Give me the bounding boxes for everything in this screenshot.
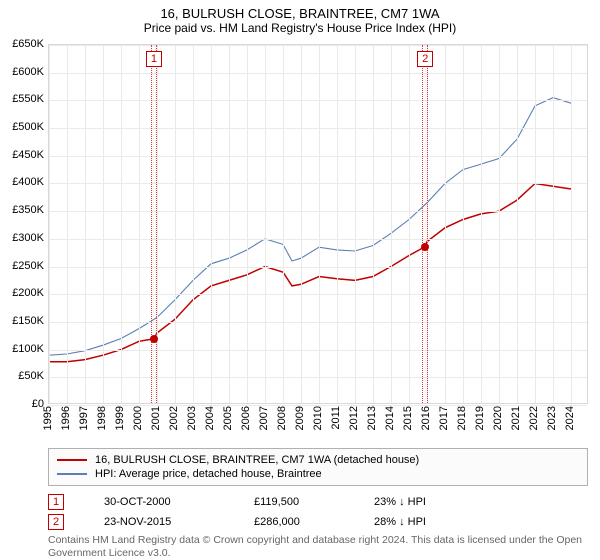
y-tick-label: £500K <box>0 121 44 133</box>
legend-swatch <box>57 473 87 475</box>
sale-marker-icon: 2 <box>48 514 64 530</box>
x-tick-label: 2013 <box>366 406 378 430</box>
legend-item: 16, BULRUSH CLOSE, BRAINTREE, CM7 1WA (d… <box>57 453 579 467</box>
sale-marker-box: 1 <box>146 51 162 67</box>
x-tick-label: 2020 <box>492 406 504 430</box>
x-tick-label: 2015 <box>402 406 414 430</box>
legend-label: 16, BULRUSH CLOSE, BRAINTREE, CM7 1WA (d… <box>95 454 419 466</box>
x-tick-label: 2024 <box>564 406 576 430</box>
y-tick-label: £400K <box>0 176 44 188</box>
plot-area: 12 <box>48 44 588 404</box>
sale-row: 2 23-NOV-2015 £286,000 28% ↓ HPI <box>48 512 588 532</box>
x-tick-label: 2023 <box>546 406 558 430</box>
y-tick-label: £450K <box>0 149 44 161</box>
y-tick-label: £650K <box>0 38 44 50</box>
x-tick-label: 2003 <box>186 406 198 430</box>
sale-row: 1 30-OCT-2000 £119,500 23% ↓ HPI <box>48 492 588 512</box>
x-tick-label: 1999 <box>114 406 126 430</box>
sale-marker-box: 2 <box>417 51 433 67</box>
x-tick-label: 1997 <box>78 406 90 430</box>
chart-title: 16, BULRUSH CLOSE, BRAINTREE, CM7 1WA <box>0 0 600 21</box>
sale-marker-band <box>422 45 428 403</box>
chart-subtitle: Price paid vs. HM Land Registry's House … <box>0 21 600 37</box>
x-tick-label: 2007 <box>258 406 270 430</box>
sale-point-icon <box>421 243 429 251</box>
x-tick-label: 2019 <box>474 406 486 430</box>
y-tick-label: £200K <box>0 287 44 299</box>
x-tick-label: 2022 <box>528 406 540 430</box>
sale-delta: 23% ↓ HPI <box>374 496 426 508</box>
sale-point-icon <box>150 335 158 343</box>
x-tick-label: 2014 <box>384 406 396 430</box>
y-tick-label: £0 <box>0 398 44 410</box>
x-tick-label: 2001 <box>150 406 162 430</box>
x-tick-label: 2016 <box>420 406 432 430</box>
credit-text: Contains HM Land Registry data © Crown c… <box>48 534 588 559</box>
y-tick-label: £550K <box>0 93 44 105</box>
legend-label: HPI: Average price, detached house, Brai… <box>95 468 322 480</box>
y-tick-label: £300K <box>0 232 44 244</box>
x-tick-label: 2017 <box>438 406 450 430</box>
y-tick-label: £150K <box>0 315 44 327</box>
sale-marker-icon: 1 <box>48 494 64 510</box>
y-tick-label: £250K <box>0 260 44 272</box>
x-tick-label: 2012 <box>348 406 360 430</box>
x-tick-label: 2004 <box>204 406 216 430</box>
series-line-hpi <box>49 98 571 356</box>
x-tick-label: 2008 <box>276 406 288 430</box>
sale-price: £119,500 <box>254 496 334 508</box>
sale-delta: 28% ↓ HPI <box>374 516 426 528</box>
x-tick-label: 2011 <box>330 406 342 430</box>
x-tick-label: 2000 <box>132 406 144 430</box>
x-tick-label: 1995 <box>42 406 54 430</box>
y-tick-label: £100K <box>0 343 44 355</box>
x-tick-label: 2010 <box>312 406 324 430</box>
x-tick-label: 2006 <box>240 406 252 430</box>
y-tick-label: £50K <box>0 370 44 382</box>
sale-list: 1 30-OCT-2000 £119,500 23% ↓ HPI 2 23-NO… <box>48 492 588 532</box>
y-tick-label: £600K <box>0 66 44 78</box>
x-tick-label: 1996 <box>60 406 72 430</box>
sale-price: £286,000 <box>254 516 334 528</box>
x-tick-label: 2005 <box>222 406 234 430</box>
chart-container: 16, BULRUSH CLOSE, BRAINTREE, CM7 1WA Pr… <box>0 0 600 560</box>
x-tick-label: 2021 <box>510 406 522 430</box>
legend-item: HPI: Average price, detached house, Brai… <box>57 467 579 481</box>
sale-date: 23-NOV-2015 <box>104 516 214 528</box>
y-tick-label: £350K <box>0 204 44 216</box>
legend: 16, BULRUSH CLOSE, BRAINTREE, CM7 1WA (d… <box>48 448 588 486</box>
x-tick-label: 2002 <box>168 406 180 430</box>
x-tick-label: 2018 <box>456 406 468 430</box>
x-tick-label: 1998 <box>96 406 108 430</box>
sale-date: 30-OCT-2000 <box>104 496 214 508</box>
x-tick-label: 2009 <box>294 406 306 430</box>
sale-marker-band <box>151 45 157 403</box>
legend-swatch <box>57 459 87 461</box>
